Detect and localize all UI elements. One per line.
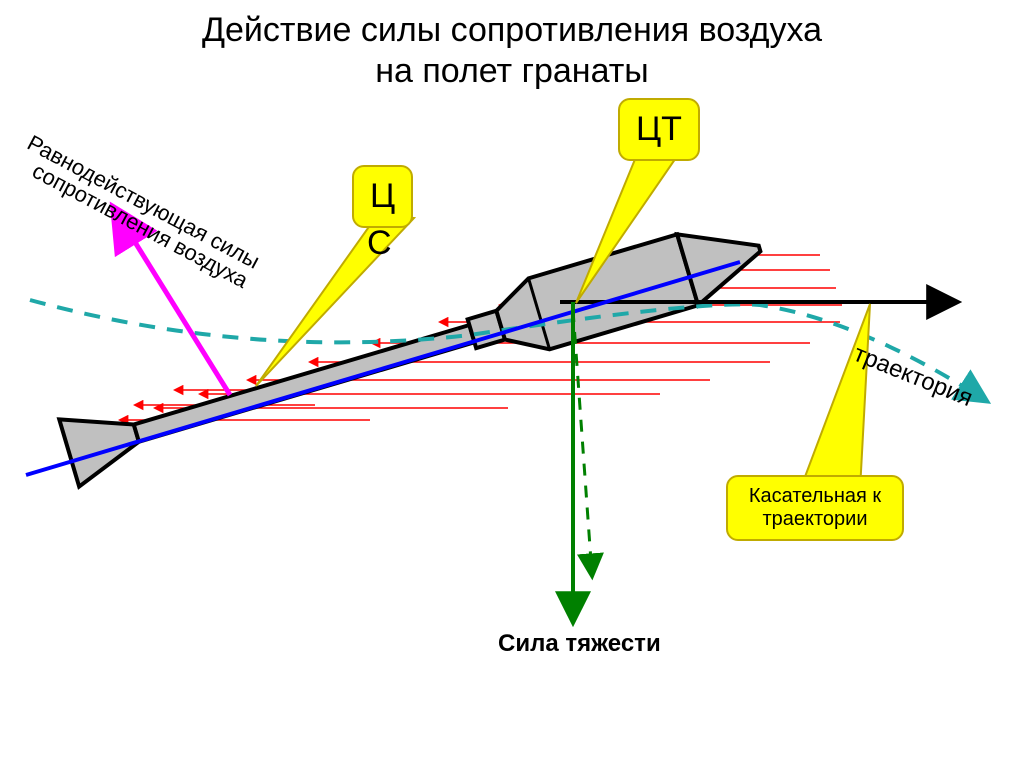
gravity-label: Сила тяжести bbox=[498, 630, 661, 658]
label-box-ct: ЦТ bbox=[618, 98, 700, 161]
label-box-tangent: Касательная к траектории bbox=[726, 475, 904, 541]
page-title: Действие силы сопротивления воздуха на п… bbox=[0, 10, 1024, 92]
title-line2: на полет гранаты bbox=[375, 52, 649, 90]
label-c-bottom: С bbox=[367, 224, 392, 263]
diagram-container: { "title_line1": "Действие силы сопротив… bbox=[0, 0, 1024, 767]
callout-tangent-pointer bbox=[800, 304, 870, 490]
gravity-dash bbox=[573, 310, 592, 575]
axis-line bbox=[26, 262, 740, 475]
label-box-c: Ц bbox=[352, 165, 413, 228]
title-line1: Действие силы сопротивления воздуха bbox=[202, 11, 822, 49]
